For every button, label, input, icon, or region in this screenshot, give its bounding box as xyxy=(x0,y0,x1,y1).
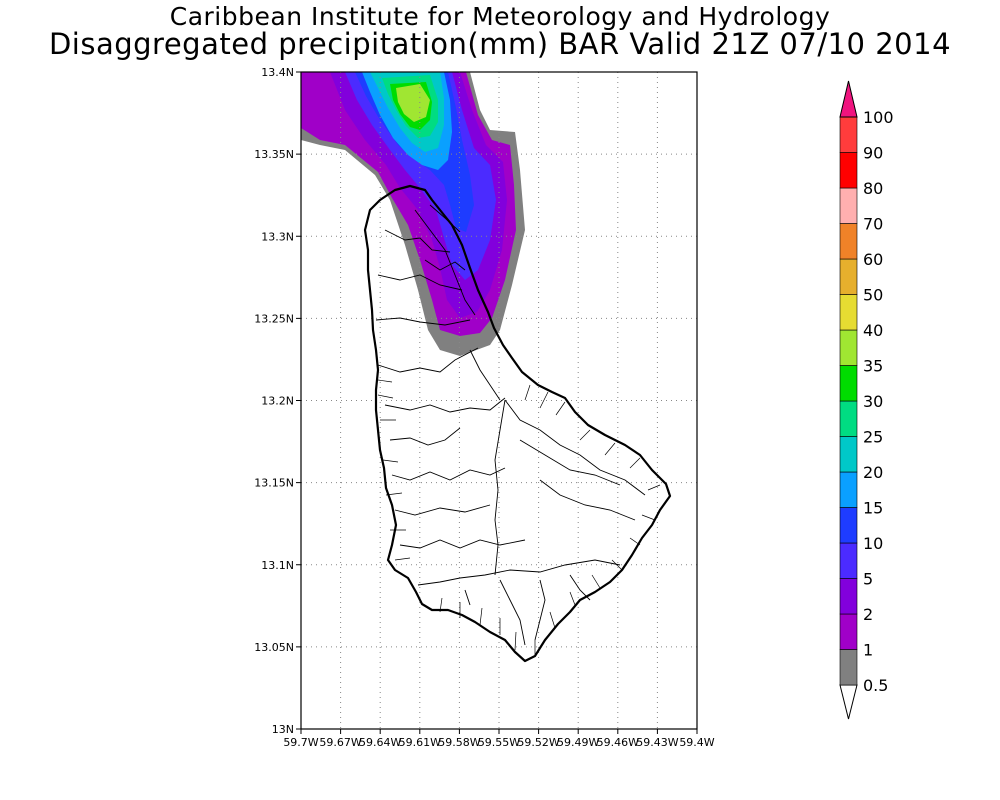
legend-color-box xyxy=(839,471,858,508)
legend-label: 80 xyxy=(863,179,883,198)
legend-color-box xyxy=(839,329,858,366)
legend-color-box xyxy=(839,613,858,650)
lon-tick-label: 59.43W xyxy=(636,736,678,749)
legend-label: 60 xyxy=(863,250,883,269)
legend-color-box xyxy=(839,649,858,686)
legend-color-box xyxy=(839,294,858,331)
longitude-axis: 59.7W 59.67W59.64W59.61W59.58W59.55W59.52… xyxy=(283,729,715,749)
lat-tick-label: 13.35N xyxy=(254,148,294,161)
legend-color-box xyxy=(839,187,858,224)
legend-label: 30 xyxy=(863,392,883,411)
institute-title: Caribbean Institute for Meteorology and … xyxy=(169,2,831,31)
legend-label: 0.5 xyxy=(863,676,888,695)
legend-label: 35 xyxy=(863,357,883,376)
legend-color-box xyxy=(839,152,858,189)
lat-tick-label: 13.15N xyxy=(254,477,294,490)
contour-40mm xyxy=(396,84,430,122)
legend-bottom-arrow xyxy=(839,684,858,720)
watershed-boundaries xyxy=(375,204,646,646)
lat-tick-label: 13.3N xyxy=(261,230,294,243)
lon-tick-label: 59.61W xyxy=(399,736,441,749)
lat-tick-label: 13.2N xyxy=(261,395,294,408)
legend-color-box xyxy=(839,578,858,615)
gridlines xyxy=(301,72,697,729)
legend-color-box xyxy=(839,507,858,544)
lon-tick-label: 59.67W xyxy=(319,736,361,749)
lat-tick-label: 13.05N xyxy=(254,641,294,654)
legend-label: 5 xyxy=(863,570,873,589)
lon-tick-label: 59.49W xyxy=(557,736,599,749)
legend-label: 20 xyxy=(863,463,883,482)
lat-tick-label: 13.25N xyxy=(254,312,294,325)
lon-tick-label: 59.4W xyxy=(679,736,714,749)
legend-color-box xyxy=(839,400,858,437)
legend-top-arrow xyxy=(839,80,858,118)
lon-tick-label: 59.46W xyxy=(597,736,639,749)
island-outline xyxy=(363,184,672,663)
legend-label: 1 xyxy=(863,641,873,660)
legend-label: 70 xyxy=(863,215,883,234)
legend-color-box xyxy=(839,116,858,153)
map-title: Disaggregated precipitation(mm) BAR Vali… xyxy=(48,27,952,61)
legend-label: 15 xyxy=(863,499,883,518)
lat-tick-label: 13.4N xyxy=(261,66,294,79)
lon-tick-label: 59.64W xyxy=(359,736,401,749)
lon-tick-label: 59.55W xyxy=(478,736,520,749)
legend-label: 50 xyxy=(863,286,883,305)
precip-contours xyxy=(301,72,525,356)
legend-label: 10 xyxy=(863,534,883,553)
lon-tick-label: 59.7W xyxy=(283,736,318,749)
legend-label: 40 xyxy=(863,321,883,340)
legend-label: 2 xyxy=(863,605,873,624)
legend-color-box xyxy=(839,436,858,473)
latitude-axis: 13N 13.05N 13.1N 13.15N 13.2N 13.25N 13.3N 13.3… xyxy=(254,66,301,736)
legend-label: 100 xyxy=(863,108,894,127)
coastal-drainage xyxy=(377,379,661,655)
legend-color-box xyxy=(839,223,858,260)
lon-tick-label: 59.58W xyxy=(438,736,480,749)
coastline xyxy=(363,184,672,663)
lon-tick-label: 59.52W xyxy=(517,736,559,749)
lat-tick-label: 13.1N xyxy=(261,559,294,572)
legend-color-box xyxy=(839,542,858,579)
legend-label: 90 xyxy=(863,144,883,163)
legend-color-box xyxy=(839,258,858,295)
legend-label: 25 xyxy=(863,428,883,447)
legend-color-box xyxy=(839,365,858,402)
lat-tick-label: 13N xyxy=(272,723,294,736)
